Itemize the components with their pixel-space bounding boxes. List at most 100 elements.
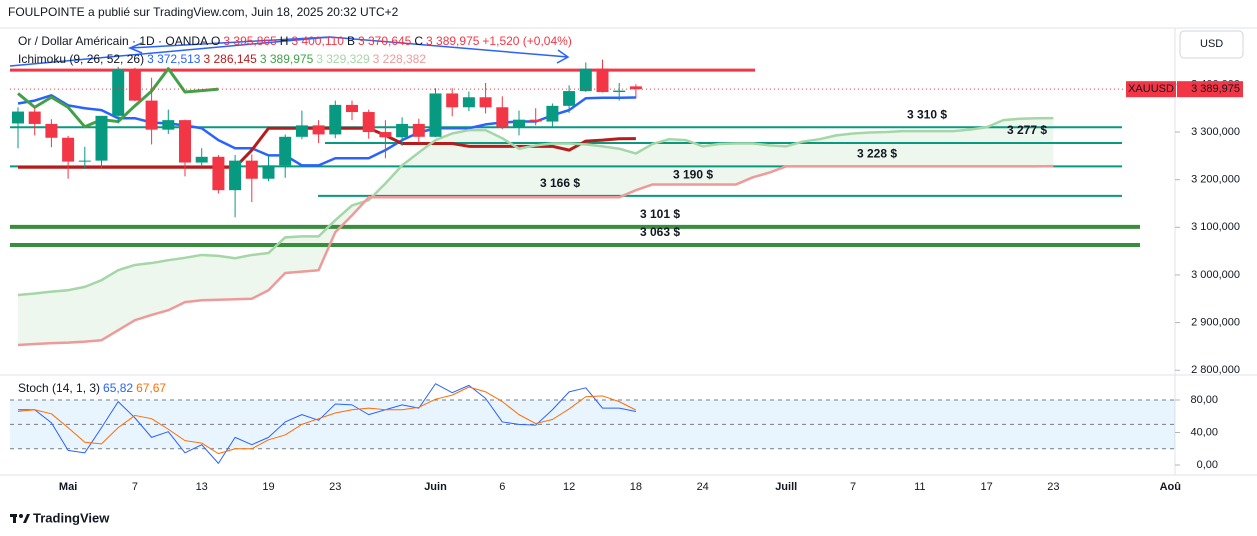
price-tag-label: 3 389,975 (1191, 83, 1240, 95)
cloud-fill (18, 118, 1054, 345)
candle-body (229, 160, 242, 191)
indicator-value: 3 389,975 (259, 52, 314, 66)
candle-body (12, 111, 24, 124)
logo-part (19, 514, 23, 518)
brand: TradingView (33, 510, 110, 525)
candle-body (212, 156, 225, 191)
logo-part (23, 514, 30, 523)
x-tick-label: Juin (424, 481, 447, 493)
trend-arrow (9, 36, 331, 67)
indicator-value: 65,82 (103, 381, 134, 395)
candle-body (563, 91, 576, 106)
x-tick-label: 6 (499, 481, 505, 493)
candle-body (312, 125, 325, 135)
x-tick-label: 23 (1047, 481, 1059, 493)
x-tick-label: Mai (59, 481, 77, 493)
x-tick-label: 24 (697, 481, 709, 493)
ichimoku-line (17, 116, 1054, 297)
candle-body (62, 137, 75, 162)
candle-body (412, 123, 425, 137)
candle-body (346, 104, 358, 113)
level-label: 3 277 $ (1007, 123, 1047, 137)
candle-body (396, 123, 409, 138)
y-tick-label: 2 800,000 (1191, 364, 1240, 376)
candle-body (513, 119, 525, 127)
candle-body (329, 104, 342, 135)
stoch-legend: Stoch (14, 1, 3) 65,82 67,67 (18, 381, 169, 395)
tradingview-logo (10, 514, 30, 523)
ohlc-value: 3 389,975 (426, 34, 480, 48)
ohlc-key: B (346, 34, 355, 48)
candle-body (629, 86, 642, 90)
level-label: 3 310 $ (907, 107, 947, 121)
indicator-value: 3 286,145 (203, 52, 257, 66)
ohlc-value: 3 370,645 (357, 34, 412, 48)
candle-body (262, 165, 275, 179)
x-tick-label: 12 (563, 481, 575, 493)
x-tick-label: 17 (980, 481, 992, 493)
candle-body (462, 97, 475, 108)
indicator-value: 3 329,329 (316, 52, 370, 66)
arrow-head (128, 42, 143, 54)
y-tick-label: 2 900,000 (1191, 317, 1240, 329)
y-tick-label: 3 100,000 (1191, 221, 1240, 233)
indicator-value: 3 228,382 (372, 52, 427, 66)
page-title: FOULPOINTE a publié sur TradingView.com,… (8, 5, 399, 19)
x-tick-label: 7 (850, 481, 856, 493)
price-tag (1177, 81, 1243, 98)
symbol-title: Or / Dollar Américain · 1D · OANDA (18, 34, 209, 48)
candle-body (245, 160, 258, 179)
candle-body (546, 105, 559, 122)
change: +1,520 (+0,04%) (482, 34, 572, 48)
candle-body (529, 119, 542, 122)
candle-body (596, 68, 609, 93)
symbol-tag-label: XAUUSD (1128, 83, 1174, 95)
x-tick-label: 23 (329, 481, 341, 493)
logo-part (13, 514, 16, 523)
ohlc-value: 3 400,110 (291, 34, 344, 48)
level-label: 3 063 $ (640, 225, 680, 239)
candle-body (279, 136, 292, 166)
indicator-value: 67,67 (136, 381, 167, 395)
indicator-title: Stoch (14, 1, 3) (18, 381, 101, 395)
candle-body (28, 111, 41, 124)
stoch-line (17, 386, 637, 455)
candle-body (179, 120, 191, 163)
ichimoku-line (17, 164, 1054, 347)
x-tick-label: Aoû (1160, 481, 1181, 493)
y-tick-label: 3 000,000 (1191, 269, 1240, 281)
candle-body (429, 93, 442, 137)
candle-body (362, 112, 375, 133)
x-tick-label: 13 (196, 481, 208, 493)
ohlc-value: 3 395,865 (223, 34, 277, 48)
currency-button[interactable] (1179, 30, 1244, 59)
candle-body (479, 97, 492, 108)
y-tick-label: 80,00 (1190, 394, 1218, 406)
drawing-arrows (9, 36, 570, 67)
candle-body (496, 107, 509, 127)
candle-body (112, 69, 125, 116)
symbol-legend: Or / Dollar Américain · 1D · OANDA O 3 395… (18, 34, 575, 48)
indicator-value: 3 372,513 (147, 52, 201, 66)
y-tick-label: 0,00 (1197, 459, 1218, 471)
ichimoku-legend: Ichimoku (9, 26, 52, 26) 3 372,513 3 286,1… (18, 52, 429, 66)
indicator-title: Ichimoku (9, 26, 52, 26) (18, 52, 145, 66)
x-tick-label: 7 (132, 481, 138, 493)
annotation: 3 190 $ (673, 168, 713, 182)
y-tick-label: 3 300,000 (1191, 126, 1240, 138)
symbol-tag (1126, 81, 1176, 98)
currency[interactable]: USD (1200, 38, 1223, 50)
ohlc-key: C (414, 34, 424, 48)
trend-arrow (129, 36, 331, 49)
level-label: 3 101 $ (640, 207, 680, 221)
x-tick-label: 19 (262, 481, 274, 493)
candle-body (78, 160, 91, 162)
candle-body (128, 69, 141, 101)
level-label: 3 166 $ (540, 176, 580, 190)
candle-body (45, 123, 58, 138)
candle-body (613, 90, 626, 93)
candle-body (95, 115, 108, 161)
candle-body (195, 156, 208, 163)
